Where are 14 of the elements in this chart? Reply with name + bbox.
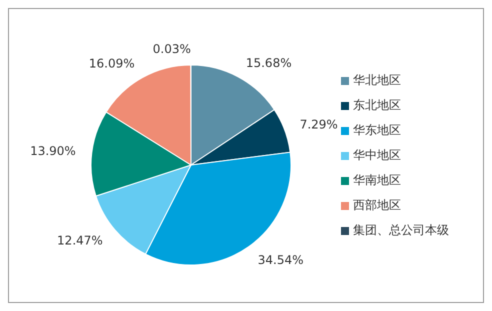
legend-label: 华东地区 bbox=[353, 123, 401, 137]
legend-label: 集团、总公司本级 bbox=[353, 223, 449, 237]
legend-label: 华南地区 bbox=[353, 173, 401, 187]
data-label: 16.09% bbox=[88, 56, 135, 71]
data-label: 34.54% bbox=[258, 252, 304, 267]
data-label: 13.90% bbox=[30, 144, 76, 158]
legend-label: 华中地区 bbox=[353, 148, 401, 162]
legend-label: 西部地区 bbox=[353, 198, 401, 212]
data-label: 15.68% bbox=[246, 56, 292, 70]
legend-label: 东北地区 bbox=[353, 98, 401, 112]
data-label: 12.47% bbox=[57, 233, 103, 248]
data-label: 0.03% bbox=[152, 42, 191, 56]
data-label: 7.29% bbox=[300, 118, 338, 132]
legend-label: 华北地区 bbox=[353, 73, 401, 87]
